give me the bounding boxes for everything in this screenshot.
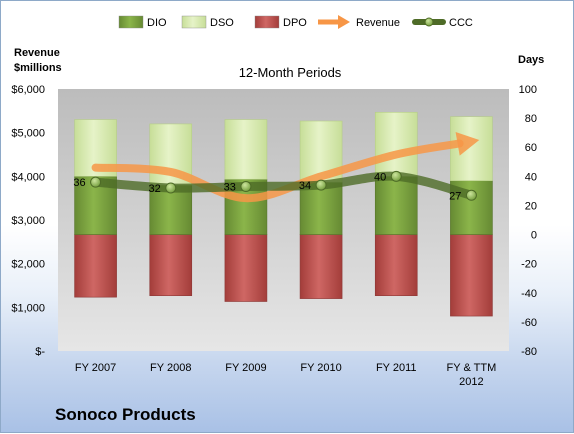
ccc-data-label: 34 (299, 180, 311, 192)
ccc-point (90, 176, 102, 188)
right-axis-title: Days (518, 54, 544, 66)
legend-label: DIO (147, 17, 167, 29)
legend-label: CCC (449, 17, 473, 29)
ccc-point (165, 182, 177, 194)
left-tick-label: $1,000 (11, 302, 45, 314)
right-tick-label: 80 (525, 113, 537, 125)
legend-swatch-dio (118, 15, 144, 29)
bar-dpo (74, 234, 117, 298)
bar-dso (374, 111, 418, 177)
left-tick-label: $5,000 (11, 128, 45, 140)
ccc-data-label: 40 (374, 171, 386, 183)
right-tick-label: 0 (531, 230, 537, 242)
chart-subtitle: 12-Month Periods (239, 65, 342, 80)
bar-dpo (374, 234, 418, 296)
x-tick-label: FY 2010 (300, 362, 341, 374)
left-axis-title-line1: Revenue (14, 47, 60, 59)
right-tick-label: 100 (519, 84, 537, 96)
ccc-data-label: 32 (149, 183, 161, 195)
ccc-line (91, 171, 476, 200)
right-tick-label: -20 (521, 259, 537, 271)
company-name: Sonoco Products (55, 405, 196, 424)
bar-dpo (224, 234, 268, 302)
legend-label: Revenue (356, 17, 400, 29)
ccc-data-label: 33 (224, 182, 236, 194)
legend-swatch-dso (181, 15, 207, 29)
right-tick-label: 20 (525, 200, 537, 212)
right-tick-label: -80 (521, 346, 537, 358)
ccc-data-label: 27 (449, 190, 461, 202)
bar-dio (299, 181, 343, 235)
legend: DIO DSO DPO Revenue CCC (118, 15, 473, 29)
left-tick-label: $6,000 (11, 84, 45, 96)
legend-arrowhead (338, 15, 350, 29)
left-axis-title-line2: $millions (14, 62, 62, 74)
bar-dso (450, 116, 493, 181)
ccc-data-label: 36 (73, 177, 85, 189)
x-tick-label: 2012 (459, 376, 483, 388)
bar-dpo (450, 234, 493, 317)
left-tick-label: $3,000 (11, 215, 45, 227)
ccc-point (315, 179, 327, 191)
left-tick-label: $4,000 (11, 171, 45, 183)
bar-dpo (149, 234, 193, 296)
revenue-line (91, 139, 464, 203)
left-tick-label: $- (35, 346, 45, 358)
revenue-arrowhead (455, 131, 480, 156)
legend-swatch-dpo (254, 15, 280, 29)
x-tick-label: FY 2011 (376, 362, 417, 374)
legend-marker (424, 17, 434, 27)
legend-label: DPO (283, 17, 307, 29)
bar-dso (224, 119, 268, 180)
right-tick-label: 40 (525, 171, 537, 183)
left-tick-label: $2,000 (11, 259, 45, 271)
bar-dio (374, 176, 418, 235)
x-tick-label: FY & TTM (447, 362, 497, 374)
right-tick-label: 60 (525, 142, 537, 154)
x-tick-label: FY 2007 (75, 362, 116, 374)
x-tick-label: FY 2008 (150, 362, 191, 374)
right-tick-label: -60 (521, 317, 537, 329)
x-tick-label: FY 2009 (225, 362, 266, 374)
right-tick-label: -40 (521, 288, 537, 300)
plot-area (58, 89, 509, 351)
ccc-point (240, 181, 252, 193)
legend-label: DSO (210, 17, 234, 29)
bar-dpo (299, 234, 343, 299)
ccc-point (465, 189, 477, 201)
ccc-point (390, 170, 402, 182)
